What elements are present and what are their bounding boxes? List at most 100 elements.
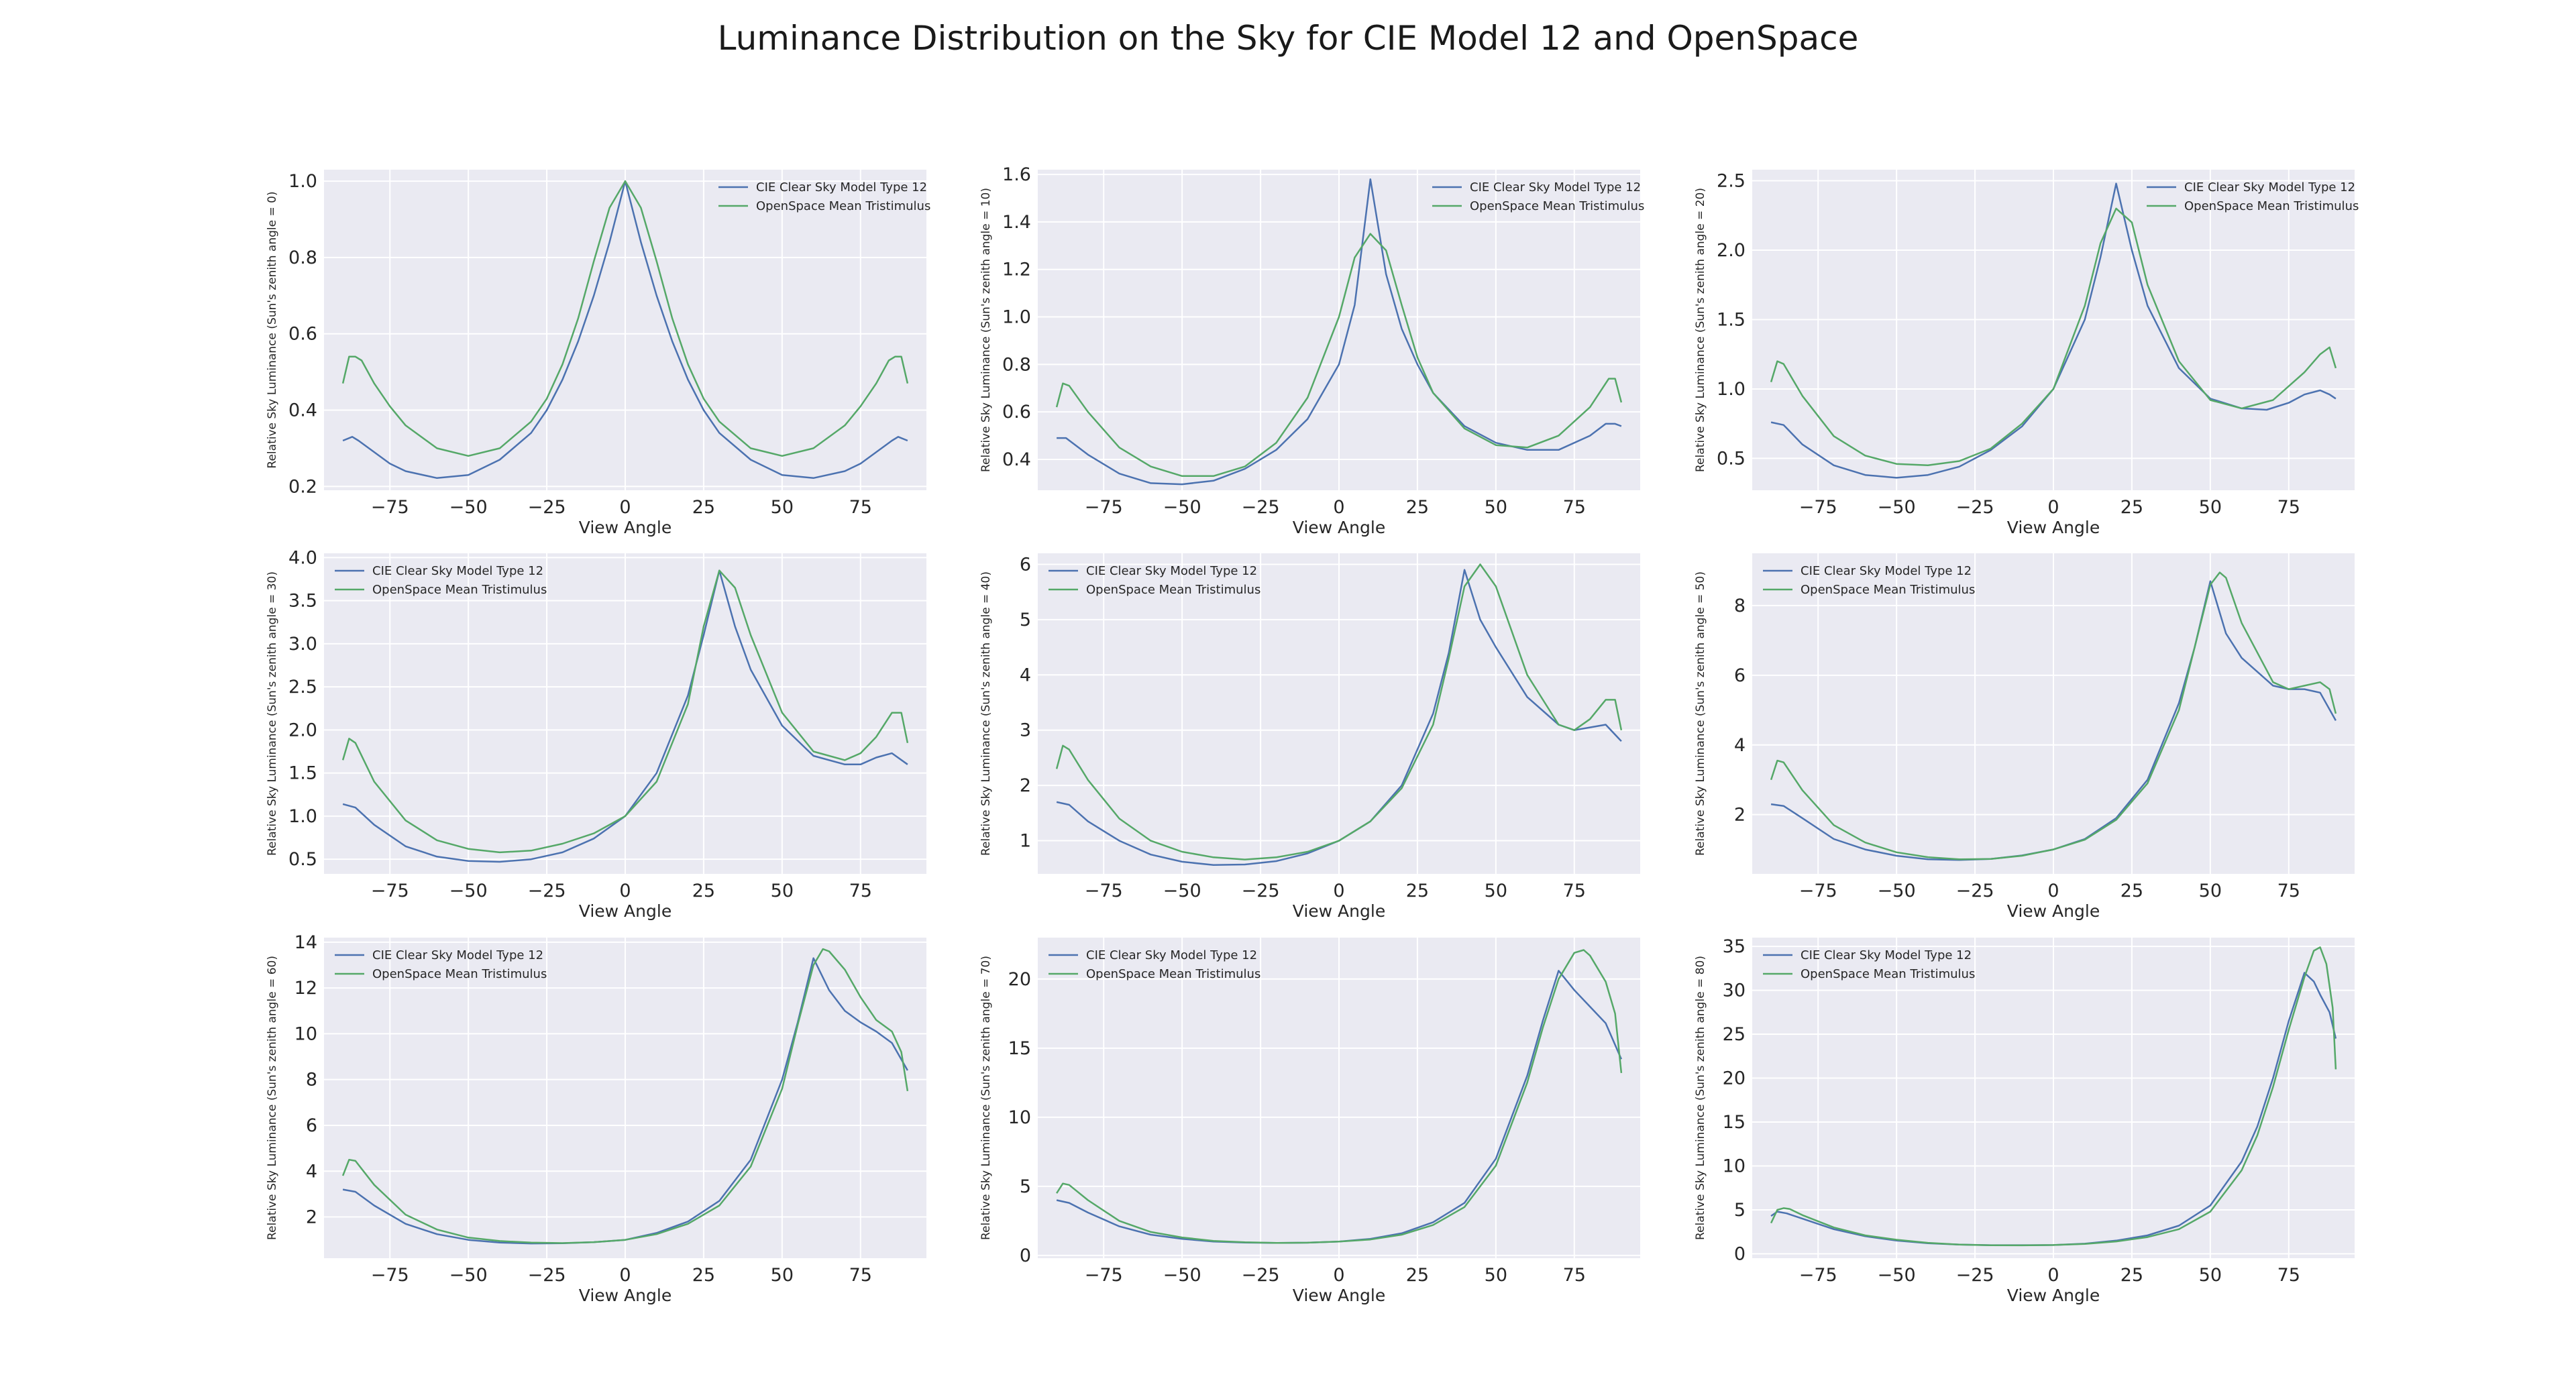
x-tick-label: −50 bbox=[1878, 497, 1916, 518]
series-line-2 bbox=[341, 180, 909, 457]
y-tick-label: 1.5 bbox=[288, 763, 317, 784]
y-axis-label: Relative Sky Luminance (Sun's zenith ang… bbox=[1694, 188, 1707, 472]
legend-label-2: OpenSpace Mean Tristimulus bbox=[1086, 583, 1260, 597]
legend-label-1: CIE Clear Sky Model Type 12 bbox=[1801, 564, 1972, 578]
y-axis-label: Relative Sky Luminance (Sun's zenith ang… bbox=[266, 956, 279, 1240]
y-tick-label: 0.6 bbox=[1002, 402, 1031, 423]
x-axis-label: View Angle bbox=[2007, 518, 2100, 537]
y-tick-label: 4.0 bbox=[288, 547, 317, 568]
y-tick-label: 20 bbox=[1008, 969, 1031, 990]
y-axis-label: Relative Sky Luminance (Sun's zenith ang… bbox=[979, 571, 993, 856]
x-axis-label: View Angle bbox=[579, 1286, 672, 1305]
x-tick-label: 0 bbox=[1333, 497, 1344, 518]
y-tick-label: 2 bbox=[1020, 775, 1031, 796]
y-tick-label: 0.5 bbox=[288, 849, 317, 870]
legend: CIE Clear Sky Model Type 12 OpenSpace Mea… bbox=[335, 564, 547, 597]
y-tick-label: 5 bbox=[1020, 610, 1031, 630]
x-tick-label: 0 bbox=[2047, 497, 2059, 518]
x-tick-label: 50 bbox=[1485, 497, 1507, 518]
legend-label-2: OpenSpace Mean Tristimulus bbox=[756, 199, 930, 213]
legend: CIE Clear Sky Model Type 12 OpenSpace Mea… bbox=[1763, 948, 1975, 981]
x-tick-label: 25 bbox=[692, 497, 715, 518]
series-line-2 bbox=[1055, 233, 1623, 478]
y-tick-label: 25 bbox=[1723, 1024, 1746, 1045]
legend: CIE Clear Sky Model Type 12 OpenSpace Mea… bbox=[1049, 948, 1260, 981]
legend: CIE Clear Sky Model Type 12 OpenSpace Mea… bbox=[1432, 180, 1644, 213]
x-tick-label: 0 bbox=[619, 497, 631, 518]
y-tick-label: 0.6 bbox=[288, 324, 317, 345]
subplot-5: −75 −50 −25 0 25 50 75 1 2 3 4 5 6 View Angle Relative… bbox=[979, 553, 1640, 921]
x-tick-label: 50 bbox=[2199, 881, 2222, 901]
x-tick-label: −75 bbox=[1085, 497, 1123, 518]
y-tick-label: 15 bbox=[1723, 1112, 1746, 1133]
x-tick-label: −50 bbox=[1163, 1265, 1201, 1286]
x-tick-label: −50 bbox=[1163, 881, 1201, 901]
series-line-2 bbox=[1770, 207, 2337, 467]
y-tick-label: 0.5 bbox=[1717, 448, 1746, 469]
series-line-2 bbox=[1770, 571, 2337, 860]
y-tick-label: 0.8 bbox=[1002, 354, 1031, 375]
y-tick-label: 5 bbox=[1020, 1176, 1031, 1197]
x-tick-label: 75 bbox=[2277, 881, 2300, 901]
x-tick-label: 0 bbox=[2047, 881, 2059, 901]
series-line-1 bbox=[1057, 178, 1622, 486]
x-tick-label: 75 bbox=[1563, 881, 1586, 901]
y-axis-label: Relative Sky Luminance (Sun's zenith ang… bbox=[979, 188, 993, 472]
x-tick-label: −25 bbox=[528, 881, 566, 901]
x-tick-label: 50 bbox=[771, 497, 794, 518]
subplot-3: −75 −50 −25 0 25 50 75 0.5 1.0 1.5 2.0 2.5 View Angl… bbox=[1694, 170, 2359, 537]
x-tick-label: 25 bbox=[692, 1265, 715, 1286]
x-tick-label: −50 bbox=[449, 1265, 488, 1286]
x-tick-label: 75 bbox=[1563, 1265, 1586, 1286]
x-tick-label: −50 bbox=[449, 497, 488, 518]
y-tick-label: 5 bbox=[1734, 1200, 1746, 1221]
y-axis-label: Relative Sky Luminance (Sun's zenith ang… bbox=[1694, 956, 1707, 1240]
y-tick-label: 2 bbox=[306, 1207, 317, 1228]
legend-label-2: OpenSpace Mean Tristimulus bbox=[1086, 967, 1260, 981]
x-tick-label: 25 bbox=[2121, 1265, 2143, 1286]
x-tick-label: 50 bbox=[1485, 881, 1507, 901]
x-tick-label: 0 bbox=[2047, 1265, 2059, 1286]
series-line-2 bbox=[1055, 563, 1623, 860]
legend-label-1: CIE Clear Sky Model Type 12 bbox=[2184, 180, 2355, 194]
y-tick-label: 35 bbox=[1723, 936, 1746, 957]
x-tick-label: −50 bbox=[1163, 497, 1201, 518]
x-axis-label: View Angle bbox=[1293, 901, 1385, 921]
y-tick-label: 6 bbox=[1734, 665, 1746, 686]
y-tick-label: 10 bbox=[294, 1023, 317, 1044]
legend-label-1: CIE Clear Sky Model Type 12 bbox=[1801, 948, 1972, 962]
y-tick-label: 10 bbox=[1008, 1107, 1031, 1128]
y-tick-label: 3.0 bbox=[288, 634, 317, 655]
x-tick-label: −75 bbox=[371, 881, 409, 901]
x-tick-label: 25 bbox=[1406, 497, 1429, 518]
legend-label-2: OpenSpace Mean Tristimulus bbox=[1801, 967, 1975, 981]
y-tick-label: 1 bbox=[1020, 831, 1031, 852]
subplot-6: −75 −50 −25 0 25 50 75 2 4 6 8 View Angle Relative S… bbox=[1694, 553, 2355, 921]
x-tick-label: 0 bbox=[1333, 881, 1344, 901]
y-tick-label: 0.4 bbox=[288, 400, 317, 421]
x-tick-label: −75 bbox=[1799, 881, 1837, 901]
x-axis-label: View Angle bbox=[2007, 1286, 2100, 1305]
legend-label-1: CIE Clear Sky Model Type 12 bbox=[1086, 564, 1257, 578]
y-tick-label: 1.0 bbox=[288, 806, 317, 827]
y-tick-label: 6 bbox=[306, 1115, 317, 1136]
y-tick-label: 12 bbox=[294, 978, 317, 999]
x-tick-label: 25 bbox=[1406, 1265, 1429, 1286]
x-tick-label: 25 bbox=[2121, 881, 2143, 901]
legend: CIE Clear Sky Model Type 12 OpenSpace Mea… bbox=[1049, 564, 1260, 597]
x-tick-label: 50 bbox=[771, 1265, 794, 1286]
subplot-4: −75 −50 −25 0 25 50 75 0.5 1.0 1.5 2.0 2.5 3.0 3.5 4.0… bbox=[266, 547, 926, 921]
figure-title: Luminance Distribution on the Sky for CI… bbox=[717, 19, 1859, 58]
legend: CIE Clear Sky Model Type 12 OpenSpace Mea… bbox=[2147, 180, 2359, 213]
legend-label-2: OpenSpace Mean Tristimulus bbox=[372, 583, 547, 597]
x-tick-label: 25 bbox=[1406, 881, 1429, 901]
x-tick-label: 75 bbox=[1563, 497, 1586, 518]
y-axis-label: Relative Sky Luminance (Sun's zenith ang… bbox=[979, 956, 993, 1240]
x-tick-label: −25 bbox=[1956, 497, 1994, 518]
y-tick-label: 2.5 bbox=[1717, 171, 1746, 192]
x-tick-label: −25 bbox=[1956, 881, 1994, 901]
legend-label-1: CIE Clear Sky Model Type 12 bbox=[1470, 180, 1641, 194]
legend: CIE Clear Sky Model Type 12 OpenSpace Mea… bbox=[1763, 564, 1975, 597]
y-tick-label: 2.0 bbox=[1717, 240, 1746, 261]
y-tick-label: 1.2 bbox=[1002, 260, 1031, 280]
